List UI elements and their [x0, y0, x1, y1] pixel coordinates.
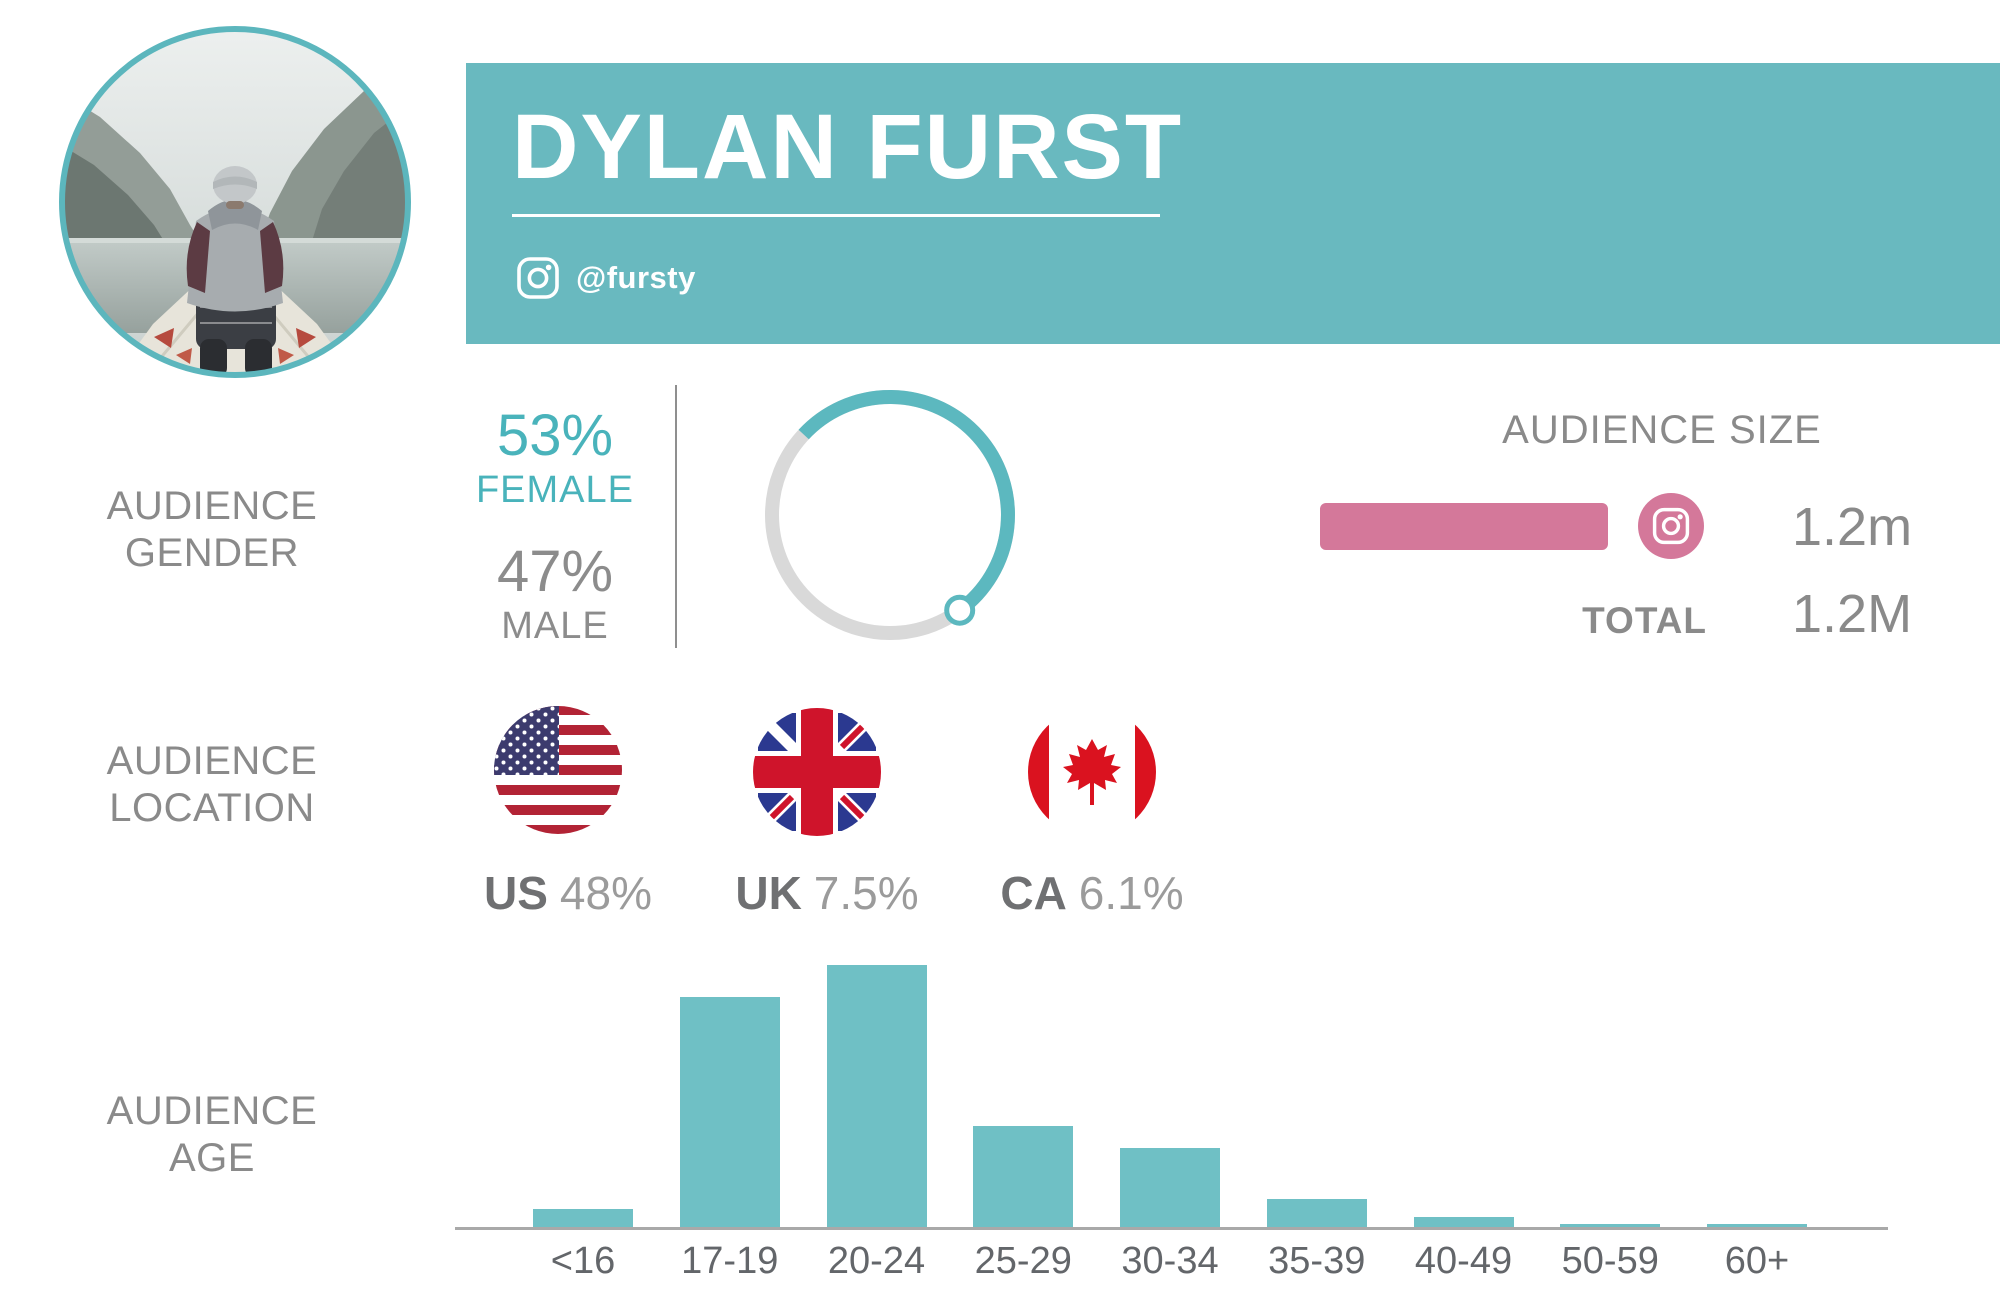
uk-flag-icon [752, 707, 882, 842]
age-bar [826, 965, 927, 1227]
country-pct: 7.5% [813, 867, 919, 919]
section-heading-gender: AUDIENCE GENDER [106, 484, 318, 575]
section-heading-location: AUDIENCE LOCATION [106, 739, 318, 830]
age-bar-label: 40-49 [1414, 1240, 1513, 1282]
age-bar [1413, 1217, 1514, 1227]
instagram-icon [516, 256, 560, 300]
country-stat-ca: CA 6.1% [982, 866, 1202, 920]
country-code: UK [735, 867, 802, 919]
country-stat-us: US 48% [458, 866, 678, 920]
section-heading-age: AUDIENCE AGE [106, 1089, 318, 1180]
age-bar-label: 50-59 [1561, 1240, 1659, 1282]
instagram-audience-value: 1.2m [1792, 497, 1913, 557]
age-bar [679, 997, 780, 1227]
country-code: US [484, 867, 548, 919]
ca-flag-icon [1027, 707, 1157, 842]
age-bar-label: 30-34 [1121, 1240, 1219, 1282]
gender-stats: 53% FEMALE 47% MALE [455, 402, 655, 648]
age-bar-label: 20-24 [827, 1240, 926, 1282]
country-code: CA [1000, 867, 1067, 919]
header-band [466, 63, 2000, 344]
page-title: DYLAN FURST [512, 96, 1184, 198]
female-percentage: 53% [496, 403, 614, 468]
gender-donut-chart [755, 380, 1025, 655]
title-underline [512, 214, 1160, 217]
country-stat-uk: UK 7.5% [717, 866, 937, 920]
country-pct: 6.1% [1078, 867, 1184, 919]
us-flag-icon [493, 705, 623, 840]
social-handle-row: @fursty [516, 256, 696, 300]
male-label: MALE [501, 605, 609, 647]
male-percentage: 47% [496, 539, 614, 604]
section-heading-audience-size: AUDIENCE SIZE [1502, 408, 1822, 452]
age-bar-label: 35-39 [1268, 1240, 1366, 1282]
age-bar [973, 1126, 1074, 1227]
instagram-badge [1638, 493, 1704, 559]
avatar [58, 25, 412, 379]
total-audience-value: 1.2M [1792, 584, 1913, 644]
age-bar [1707, 1224, 1807, 1227]
audience-size-bar [1320, 503, 1608, 550]
profile-handle: @fursty [576, 260, 696, 295]
age-bar-label: <16 [550, 1240, 616, 1282]
country-pct: 48% [559, 867, 652, 919]
gender-divider [675, 385, 677, 648]
age-bar [1120, 1148, 1220, 1227]
age-bar [533, 1209, 633, 1227]
age-bar-label: 17-19 [681, 1240, 779, 1282]
total-label: TOTAL [1582, 600, 1707, 641]
age-bar [1560, 1224, 1661, 1227]
instagram-icon [1652, 507, 1690, 545]
female-label: FEMALE [475, 469, 635, 511]
age-bar-label: 25-29 [974, 1240, 1072, 1282]
age-bar [1266, 1199, 1367, 1227]
age-bar-label: 60+ [1724, 1240, 1790, 1282]
profile-photo [59, 26, 411, 378]
age-chart-axis [455, 1227, 1888, 1230]
